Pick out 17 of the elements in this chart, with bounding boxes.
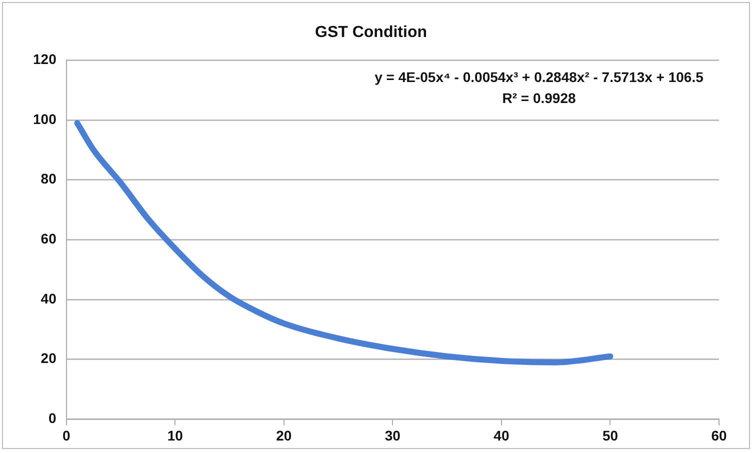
x-tick-label: 20 xyxy=(276,427,292,444)
annotation: y = 4E-05x⁴ - 0.0054x³ + 0.2848x² - 7.5713x + 106.5 xyxy=(374,69,704,86)
y-tick-label: 100 xyxy=(33,110,57,127)
x-tick-label: 30 xyxy=(384,427,401,444)
chart-title: GST Condition xyxy=(315,24,427,42)
x-tick-label: 50 xyxy=(602,427,618,444)
y-tick-label: 120 xyxy=(33,51,57,68)
x-tick-label: 60 xyxy=(711,427,727,444)
x-tick-label: 0 xyxy=(62,427,70,444)
y-tick-label: 40 xyxy=(40,290,57,306)
x-tick-label: 10 xyxy=(167,427,184,444)
y-tick-label: 20 xyxy=(40,350,57,366)
y-tick-label: 0 xyxy=(48,410,57,426)
x-tick-label: 40 xyxy=(494,427,510,444)
y-tick-label: 80 xyxy=(40,170,57,187)
annotation: R² = 0.9928 xyxy=(502,90,576,106)
y-tick-label: 60 xyxy=(40,230,57,247)
